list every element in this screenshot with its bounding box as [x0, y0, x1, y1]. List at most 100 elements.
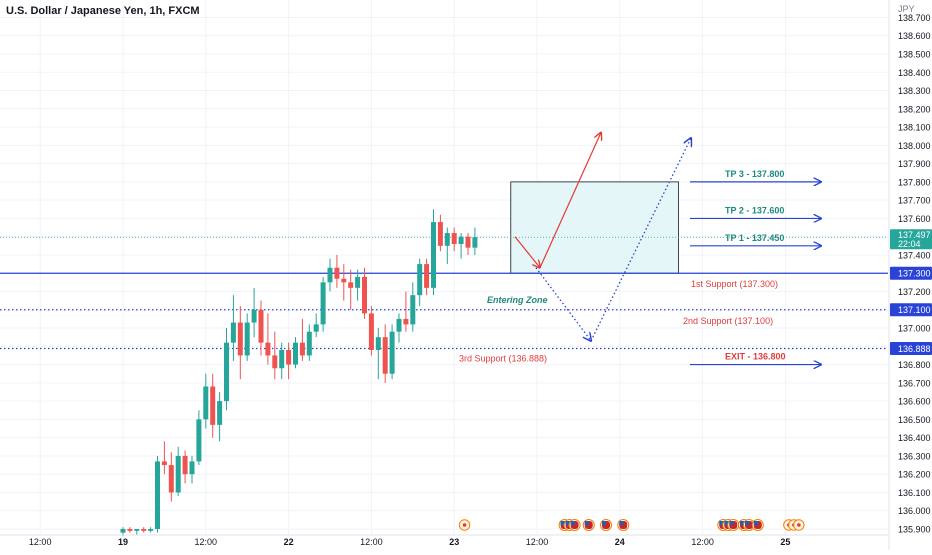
us-flag-canton: [740, 521, 744, 525]
us-flag-canton: [584, 521, 589, 525]
candle-body: [155, 461, 160, 529]
candle-body: [120, 529, 126, 533]
candle-body: [230, 322, 236, 343]
x-tick-label: 22: [284, 537, 294, 547]
y-tick-label: 136.800: [898, 360, 931, 370]
candle-body: [265, 342, 271, 356]
x-tick-label: 24: [615, 537, 625, 547]
candle-body: [224, 342, 229, 402]
y-tick-label: 136.200: [898, 470, 931, 480]
y-tick-label: 137.000: [898, 324, 931, 334]
exit-label: EXIT - 136.800: [725, 352, 786, 362]
candle-body: [189, 461, 195, 475]
annotation-layer: TP 3 - 137.800 TP 2 - 137.600 TP 1 - 137.4…: [459, 133, 821, 365]
candle-body: [258, 309, 264, 343]
candle-body: [362, 276, 367, 314]
y-tick-label: 136.600: [898, 397, 931, 407]
blue-dotted-down: [535, 267, 591, 341]
tp3-label: TP 3 - 137.800: [725, 169, 784, 179]
candle-body: [451, 233, 457, 244]
candle-body: [182, 455, 188, 475]
x-tick-label: 25: [780, 537, 790, 547]
candle-body: [244, 322, 250, 356]
y-tick-label: 138.700: [898, 13, 931, 23]
us-flag-canton: [745, 521, 749, 525]
candle-body: [348, 282, 354, 288]
candle-body: [141, 529, 147, 531]
candle-body: [355, 276, 361, 288]
y-tick-label: 136.100: [898, 488, 931, 498]
red-arrow-up: [539, 133, 601, 268]
level-price-label: 136.888: [898, 344, 931, 354]
us-flag-canton: [565, 521, 570, 525]
level-price-label: 137.300: [898, 269, 931, 279]
y-tick-label: 136.700: [898, 378, 931, 388]
x-tick-label: 12:00: [195, 537, 218, 547]
candle-body: [313, 324, 319, 332]
us-flag-canton: [729, 521, 734, 525]
candle-body: [279, 349, 285, 369]
level-price-badge: [890, 266, 932, 280]
candle-body: [341, 278, 347, 283]
y-axis[interactable]: 135.900 136.000 136.100 136.200 136.300 136.4…: [888, 0, 932, 550]
chart-title: U.S. Dollar / Japanese Yen, 1h, FXCM: [6, 5, 200, 17]
candle-body: [161, 461, 167, 466]
zone-layer: [510, 181, 679, 274]
red-arrow-down: [514, 236, 540, 268]
y-tick-label: 138.400: [898, 68, 931, 78]
level-price-badge: [890, 342, 932, 355]
candle-body: [217, 401, 223, 425]
us-flag-canton: [570, 521, 575, 525]
grid-layer: [0, 0, 888, 535]
y-tick-label: 137.900: [898, 159, 931, 169]
candle-body: [465, 236, 471, 248]
candle-body: [403, 318, 409, 325]
candle-body: [134, 529, 140, 531]
support2-label: 2nd Support (137.100): [683, 316, 773, 326]
candle-body: [431, 222, 436, 288]
candle-body: [168, 465, 174, 493]
candle-layer: [120, 209, 478, 537]
candle-body: [127, 529, 133, 531]
y-tick-label: 137.200: [898, 287, 931, 297]
candle-body: [251, 309, 257, 323]
y-tick-label: 136.400: [898, 433, 931, 443]
candle-body: [382, 337, 388, 374]
y-tick-label: 138.100: [898, 123, 931, 133]
candle-body: [444, 233, 450, 246]
us-flag-canton: [724, 521, 729, 525]
y-tick-label: 138.000: [898, 141, 931, 151]
blue-dotted-up: [590, 138, 691, 342]
level-price-badge: [890, 303, 932, 317]
us-flag-canton: [560, 521, 565, 525]
x-axis[interactable]: 12:00 19 12:00 22 12:00 23 12:00 24 12:00 25: [0, 534, 888, 547]
y-tick-label: 138.300: [898, 86, 931, 96]
candle-body: [272, 355, 278, 369]
y-tick-label: 136.300: [898, 451, 931, 461]
candle-body: [320, 282, 326, 325]
candle-body: [327, 267, 333, 283]
entering-zone-label: Entering Zone: [487, 295, 548, 305]
event-target-dot: [797, 523, 801, 527]
x-tick-label: 12:00: [691, 537, 714, 547]
y-tick-label: 138.200: [898, 104, 931, 114]
x-tick-label: 12:00: [29, 537, 52, 547]
x-tick-label: 19: [118, 537, 128, 547]
candle-body: [306, 331, 312, 356]
us-flag-canton: [719, 521, 724, 525]
candle-body: [203, 386, 209, 420]
y-tick-label: 138.500: [898, 50, 931, 60]
candle-body: [396, 318, 402, 332]
event-layer: [458, 519, 805, 531]
candle-body: [196, 419, 202, 462]
y-tick-label: 135.900: [898, 525, 931, 535]
tp1-label: TP 1 - 137.450: [725, 233, 784, 243]
us-flag-canton: [602, 521, 606, 525]
candle-body: [410, 295, 416, 325]
candle-body: [334, 267, 340, 279]
candle-body: [148, 529, 154, 531]
candle-body: [375, 337, 381, 350]
y-tick-label: 138.600: [898, 31, 931, 41]
y-tick-label: 136.500: [898, 415, 931, 425]
y-tick-label: 137.800: [898, 177, 931, 187]
